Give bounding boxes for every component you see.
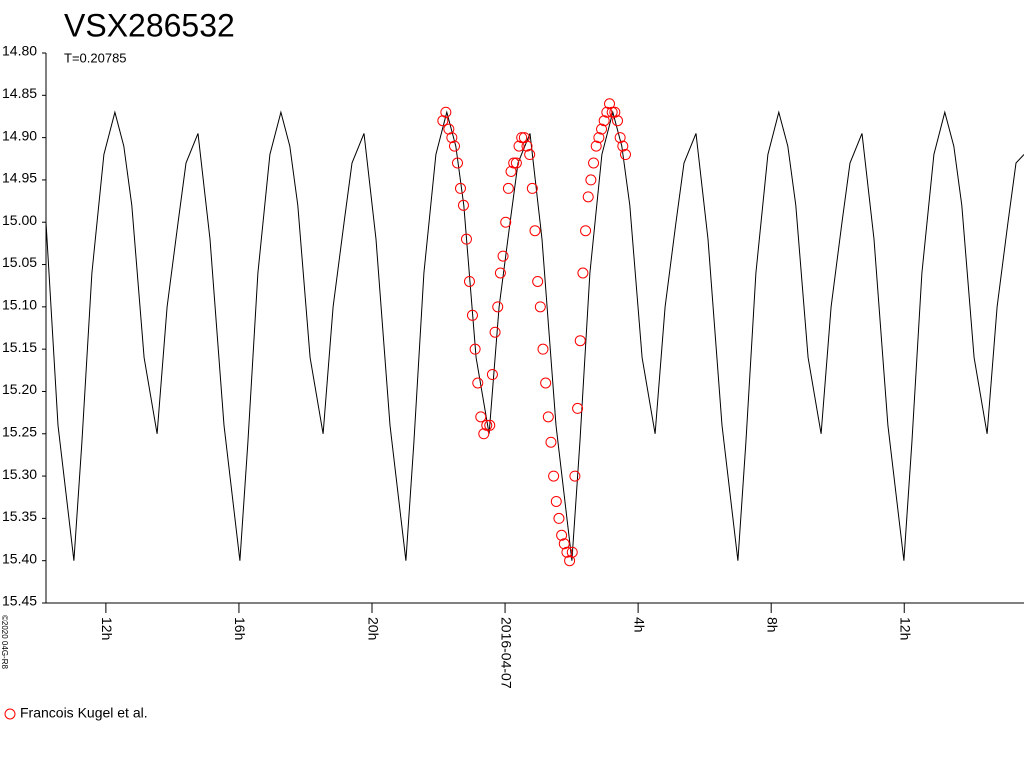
x-tick-label: 4h xyxy=(631,617,647,633)
y-tick-label: 15.20 xyxy=(2,381,37,397)
observation xyxy=(558,538,570,550)
observation xyxy=(451,157,463,169)
observation xyxy=(454,182,466,194)
model-curve xyxy=(45,110,1024,561)
observation xyxy=(475,411,487,423)
y-tick-label: 15.35 xyxy=(2,508,37,524)
observation xyxy=(601,106,613,118)
observation xyxy=(545,436,557,448)
observation xyxy=(448,140,460,152)
observation xyxy=(497,250,509,262)
observation xyxy=(466,309,478,321)
observation xyxy=(556,529,568,541)
x-tick-label: 12h xyxy=(898,617,914,640)
observation xyxy=(500,216,512,228)
observation xyxy=(513,140,525,152)
x-tick-label: 16h xyxy=(232,617,248,640)
observation xyxy=(580,225,592,237)
observation xyxy=(550,495,562,507)
observation xyxy=(577,267,589,279)
y-tick-label: 15.00 xyxy=(2,212,37,228)
y-tick-label: 15.10 xyxy=(2,297,37,313)
observation xyxy=(572,402,584,414)
observation xyxy=(508,157,520,169)
observation xyxy=(574,335,586,347)
observation xyxy=(606,106,618,118)
observation xyxy=(548,470,560,482)
observation xyxy=(596,123,608,135)
observation xyxy=(472,377,484,389)
observation xyxy=(588,157,600,169)
observation xyxy=(553,512,565,524)
observation xyxy=(537,343,549,355)
observation xyxy=(564,555,576,567)
observation xyxy=(469,343,481,355)
observation xyxy=(502,182,514,194)
observation xyxy=(614,132,626,144)
credit: ©2020 04G-R8 xyxy=(0,615,9,669)
observation xyxy=(460,233,472,245)
observation xyxy=(486,369,498,381)
observation xyxy=(521,140,533,152)
y-tick-label: 15.45 xyxy=(2,593,37,609)
observation xyxy=(542,411,554,423)
y-tick-label: 14.95 xyxy=(2,170,37,186)
y-tick-label: 15.05 xyxy=(2,254,37,270)
observation xyxy=(529,225,541,237)
observation xyxy=(532,275,544,287)
observation xyxy=(484,419,496,431)
observation xyxy=(617,140,629,152)
observation xyxy=(440,106,452,118)
observation xyxy=(611,115,623,127)
observation xyxy=(457,199,469,211)
y-tick-label: 14.80 xyxy=(2,43,37,59)
observation xyxy=(590,140,602,152)
legend-marker xyxy=(4,708,16,720)
observation xyxy=(593,132,605,144)
y-tick-label: 15.15 xyxy=(2,339,37,355)
observation xyxy=(619,149,631,161)
observation xyxy=(585,174,597,186)
legend-label: Francois Kugel et al. xyxy=(20,705,148,721)
y-tick-label: 15.40 xyxy=(2,550,37,566)
y-tick-label: 14.85 xyxy=(2,85,37,101)
y-tick-label: 15.30 xyxy=(2,466,37,482)
observation xyxy=(494,267,506,279)
x-tick-label: 20h xyxy=(365,617,381,640)
y-tick-label: 14.90 xyxy=(2,127,37,143)
observation xyxy=(534,301,546,313)
observation xyxy=(598,115,610,127)
chart-subtitle: T=0.20785 xyxy=(64,50,127,65)
y-tick-label: 15.25 xyxy=(2,423,37,439)
observation xyxy=(569,470,581,482)
observation xyxy=(609,106,621,118)
observation xyxy=(446,132,458,144)
observation xyxy=(566,546,578,558)
x-tick-label: 8h xyxy=(764,617,780,633)
x-tick-label: 2016-04-07 xyxy=(498,617,514,689)
observation xyxy=(481,419,493,431)
chart-title: VSX286532 xyxy=(64,7,235,43)
observation xyxy=(492,301,504,313)
observation xyxy=(505,165,517,177)
observation xyxy=(489,326,501,338)
observation xyxy=(561,546,573,558)
observation xyxy=(510,157,522,169)
observation xyxy=(540,377,552,389)
observation xyxy=(524,149,536,161)
observation xyxy=(516,132,528,144)
x-tick-label: 12h xyxy=(99,617,115,640)
observation xyxy=(518,132,530,144)
observation xyxy=(463,275,475,287)
observation xyxy=(526,182,538,194)
observation xyxy=(604,98,616,110)
observation xyxy=(582,191,594,203)
